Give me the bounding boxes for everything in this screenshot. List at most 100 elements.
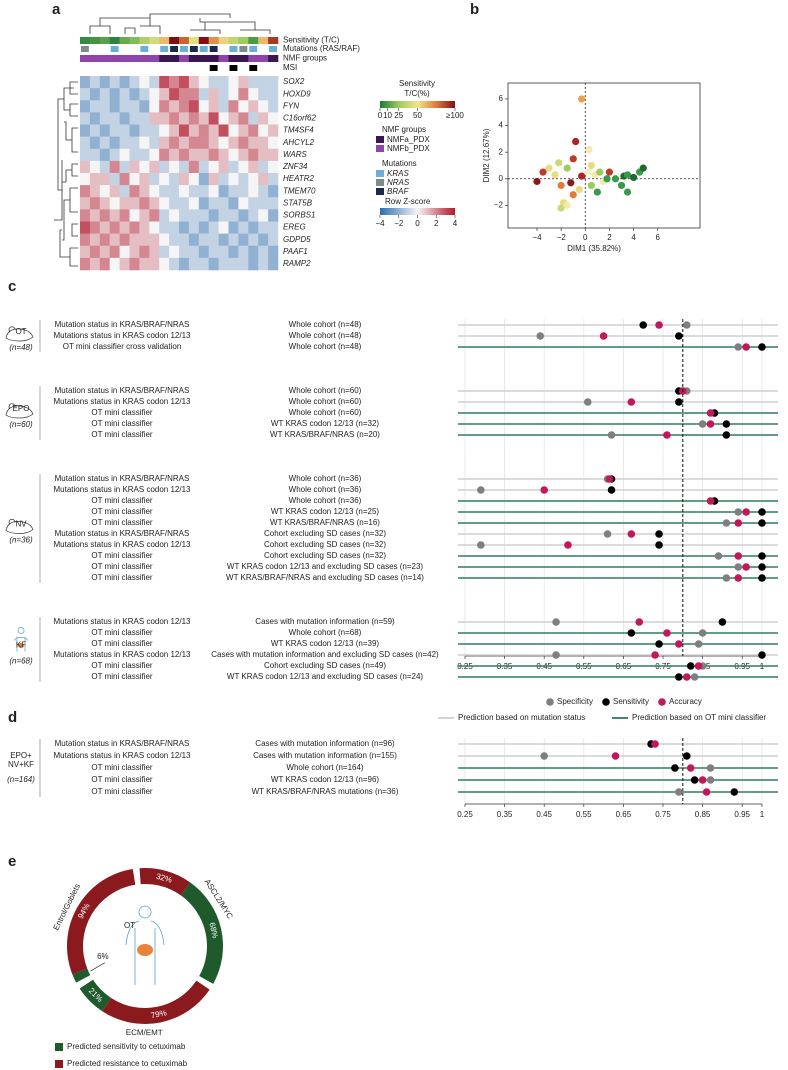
gene-label: TM4SF4 xyxy=(283,126,314,135)
point xyxy=(575,185,583,194)
center-label: OT xyxy=(124,921,135,930)
nmf-cell xyxy=(119,55,130,62)
heatmap-cell xyxy=(109,148,120,162)
point xyxy=(557,181,565,190)
y-tick-label: 6 xyxy=(499,94,504,103)
heatmap-cell xyxy=(159,100,170,113)
heatmap-cell xyxy=(89,124,101,137)
msi-cell xyxy=(249,65,258,71)
heatmap-cell xyxy=(119,185,130,198)
row-label: OT mini classifier xyxy=(91,672,153,681)
dot xyxy=(552,618,560,626)
nmf-cell xyxy=(258,55,269,62)
dot xyxy=(477,541,485,549)
sensitivity-cell xyxy=(109,37,120,44)
sensitivity-cell xyxy=(179,37,190,44)
heatmap-cell xyxy=(228,197,239,210)
dot xyxy=(690,673,699,681)
cohort-label: Whole cohort (n=48) xyxy=(289,331,362,340)
point xyxy=(629,173,638,182)
heatmap-cell xyxy=(268,112,279,125)
heatmap-cell xyxy=(208,124,219,137)
heatmap-cell xyxy=(89,257,101,271)
heatmap-cell xyxy=(188,124,200,137)
heatmap-cell xyxy=(89,100,101,113)
mutation-cell xyxy=(170,46,178,52)
heatmap-cell xyxy=(268,209,279,222)
heatmap-cell xyxy=(159,88,170,101)
heatmap-cell xyxy=(248,76,259,89)
heatmap-cell xyxy=(218,136,229,150)
legend-label: KRAS xyxy=(387,169,409,178)
heatmap-cell xyxy=(129,209,140,222)
heatmap-cell xyxy=(169,245,180,259)
point xyxy=(555,159,563,167)
group-n: (n=60) xyxy=(9,420,33,429)
heatmap-cell xyxy=(208,245,219,259)
dot xyxy=(742,508,750,516)
legend-label: Accuracy xyxy=(669,697,702,706)
heatmap-cell xyxy=(89,233,101,247)
heatmap-cell xyxy=(258,88,269,101)
heatmap-cell xyxy=(208,100,219,113)
point xyxy=(563,201,571,209)
heatmap-cell xyxy=(248,233,259,247)
dot xyxy=(730,788,739,796)
heatmap-cell xyxy=(99,209,110,222)
heatmap-cell xyxy=(139,88,150,101)
x-tick-label: 0.25 xyxy=(457,810,473,819)
cohort-label: Whole cohort (n=164) xyxy=(286,763,363,772)
heatmap-cell xyxy=(129,112,140,125)
dot xyxy=(675,640,683,648)
heatmap-cell xyxy=(119,136,130,150)
nmf-cell xyxy=(208,55,219,62)
mouse-icon xyxy=(5,326,34,342)
heatmap-cell xyxy=(228,136,239,150)
dot xyxy=(694,662,703,670)
dot xyxy=(540,752,548,760)
heatmap-cell xyxy=(228,173,239,186)
heatmap-cell xyxy=(80,221,91,234)
x-tick-label: 0.85 xyxy=(695,810,711,819)
heatmap-cell xyxy=(80,148,91,162)
row-label: OT mini classifier xyxy=(91,430,153,439)
legend-swatch xyxy=(376,145,384,152)
heatmap-cell xyxy=(119,88,130,101)
heatmap-cell xyxy=(248,100,259,113)
panel-label: a xyxy=(52,1,61,18)
row-label: OT mini classifier xyxy=(91,408,153,417)
dot xyxy=(706,776,715,784)
cohort-label: Whole cohort (n=36) xyxy=(289,474,362,483)
sensitivity-cell xyxy=(268,37,279,44)
heatmap-cell xyxy=(129,173,140,186)
dot xyxy=(742,563,750,571)
sensitivity-cell xyxy=(159,37,170,44)
nmf-cell xyxy=(89,55,101,62)
heatmap-cell xyxy=(99,233,110,247)
dot xyxy=(675,398,683,406)
gene-label: RAMP2 xyxy=(283,259,311,268)
heatmap-cell xyxy=(238,88,249,101)
msi-cell xyxy=(229,65,238,71)
legend-tick-label: 0 xyxy=(415,219,420,228)
sensitivity-cell xyxy=(248,37,259,44)
heatmap-cell xyxy=(248,124,259,137)
mutation-cell xyxy=(239,46,248,52)
row-label: Mutations status in KRAS codon 12/13 xyxy=(54,485,192,494)
dot xyxy=(722,574,731,582)
mutation-cell xyxy=(229,46,238,52)
heatmap-cell xyxy=(89,221,101,234)
heatmap-cell xyxy=(258,100,269,113)
heatmap-cell xyxy=(159,257,170,271)
heatmap-cell xyxy=(248,88,259,101)
point xyxy=(551,171,559,179)
heatmap-cell xyxy=(188,257,200,271)
heatmap-cell xyxy=(188,185,200,198)
segment-label: 6% xyxy=(97,952,109,961)
point xyxy=(587,181,595,190)
legend-tick-label: 0 xyxy=(378,111,383,120)
heatmap-cell xyxy=(169,160,180,174)
dot xyxy=(627,530,636,538)
x-tick-label: 6 xyxy=(656,233,661,242)
